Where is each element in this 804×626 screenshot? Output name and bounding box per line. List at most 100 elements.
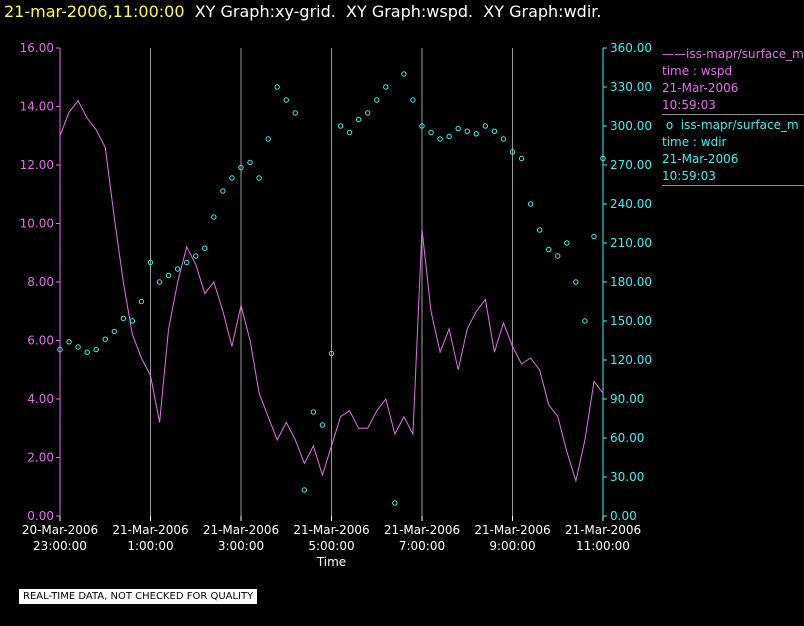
graph-title-xy-grid: XY Graph:xy-grid. [194,2,336,21]
y-right-tick-label: 180.00 [610,275,652,289]
wdir-data-point [374,97,380,103]
wdir-data-point [509,149,516,155]
x-tick-label-date: 21-Mar-2006 [384,523,460,537]
wdir-data-point [536,227,543,233]
y-left-tick-label: 12.00 [20,158,54,172]
wdir-data-point [256,175,262,181]
legend-divider [662,185,804,186]
y-left-tick-label: 16.00 [20,41,54,55]
x-tick-label-date: 21-Mar-2006 [565,523,641,537]
wdir-data-point [482,123,489,129]
graph-title-wspd: XY Graph:wspd. [346,2,474,21]
y-right-tick-label: 300.00 [610,119,652,133]
y-right-tick-label: 210.00 [610,236,652,250]
wdir-data-point [156,279,163,285]
legend-entry-wdir: o iss-mapr/surface_m time : wdir 21-Mar-… [662,115,804,185]
y-right-tick-label: 0.00 [610,509,637,523]
y-right-tick-label: 270.00 [610,158,652,172]
wdir-data-point [274,84,280,90]
x-tick-label-time: 23:00:00 [33,539,87,553]
wdir-data-point [184,259,190,266]
legend-series-date: 21-Mar-2006 [662,152,739,166]
legend-entry-wspd: ——iss-mapr/surface_m time : wspd 21-Mar-… [662,44,804,114]
wdir-data-point [238,164,244,171]
y-left-tick-label: 6.00 [27,334,54,348]
y-left-tick-label: 0.00 [27,509,54,523]
x-tick-label-date: 21-Mar-2006 [474,523,550,537]
wdir-data-point [57,346,63,353]
wdir-data-point [174,266,181,272]
wdir-data-point [319,422,326,428]
wdir-data-point [102,336,108,342]
graph-title-wdir: XY Graph:wdir. [483,2,602,21]
wdir-data-point [247,159,253,166]
y-right-tick-label: 330.00 [610,80,652,94]
wdir-data-point [328,350,335,357]
x-tick-label-date: 21-Mar-2006 [293,523,369,537]
wdir-data-point [527,201,534,207]
wdir-data-point [392,500,398,506]
wdir-data-point [410,97,416,103]
x-tick-label-time: 9:00:00 [489,539,535,553]
wdir-data-point [491,128,498,134]
x-tick-label-time: 7:00:00 [399,539,445,553]
y-left-tick-label: 4.00 [27,392,54,406]
legend-series-time: 10:59:03 [662,169,716,183]
wdir-data-point [464,128,470,134]
wdir-data-point [138,298,145,305]
legend-series-date: 21-Mar-2006 [662,81,739,95]
wdir-data-point [75,344,81,350]
x-axis-label: Time [316,555,346,569]
legend-series-time: 10:59:03 [662,98,716,112]
x-tick-label-date: 21-Mar-2006 [203,523,279,537]
wdir-data-point [555,253,561,259]
wdir-data-point [473,131,479,137]
wdir-data-point [220,188,226,194]
y-right-tick-label: 150.00 [610,314,652,328]
legend-series-name: iss-mapr/surface_m [686,47,804,61]
wdir-data-point [437,136,443,142]
wdir-data-point [428,129,434,136]
wdir-data-point [93,346,99,353]
legend-series-desc: time : wspd [662,64,733,78]
wdir-data-point [147,259,154,266]
line-symbol-icon: —— [662,47,686,61]
graph-title-bar: 21-mar-2006,11:00:00 XY Graph:xy-grid. X… [4,2,601,21]
wdir-data-point [111,328,118,335]
wdir-data-point [455,125,461,132]
wdir-data-point [546,246,552,253]
wdir-data-point [84,349,90,355]
x-tick-label-date: 21-Mar-2006 [112,523,188,537]
wdir-data-point [419,123,425,129]
legend-series-desc: time : wdir [662,135,727,149]
wdir-data-point [265,136,271,142]
y-right-tick-label: 360.00 [610,41,652,55]
wdir-data-point [346,129,353,136]
wdir-data-point [337,123,344,129]
y-right-tick-label: 240.00 [610,197,652,211]
y-right-tick-label: 120.00 [610,353,652,367]
x-tick-label-time: 11:00:00 [576,539,630,553]
legend-series-name: iss-mapr/surface_m [680,118,799,132]
wdir-data-point [591,233,597,240]
wdir-data-point [229,175,235,181]
wdir-data-point [365,110,371,116]
wdir-data-point [202,245,208,251]
wdir-data-point [355,116,362,123]
y-left-tick-label: 2.00 [27,451,54,465]
wdir-data-point [66,339,72,345]
x-tick-label-time: 3:00:00 [218,539,264,553]
wdir-data-point [383,84,389,90]
wdir-data-point [600,155,606,162]
wspd-series-line [59,99,604,483]
wdir-data-point [582,318,588,324]
wdir-data-point [211,214,217,220]
y-right-tick-label: 30.00 [610,470,644,484]
wdir-data-point [120,315,127,322]
x-tick-label-time: 5:00:00 [308,539,354,553]
y-left-tick-label: 8.00 [27,275,54,289]
wdir-data-point [301,487,308,493]
wdir-data-point [518,155,525,162]
wdir-data-point [446,133,452,140]
